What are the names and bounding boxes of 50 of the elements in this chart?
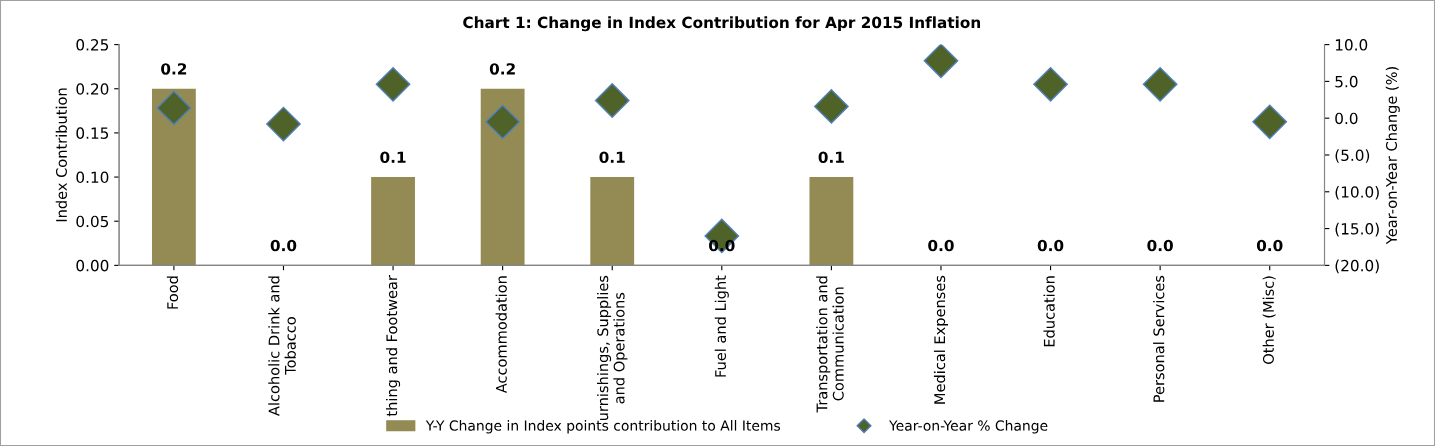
data-label: 0.0 [1147,239,1173,252]
y-tick-label: 0.15 [76,127,109,139]
x-tick-label: thing and Footwear [386,275,401,417]
point [813,89,849,124]
point [375,66,411,102]
point [266,106,301,142]
y-tick-label: 0.05 [76,215,109,228]
x-tick-label: Personal Services [1153,275,1165,402]
data-label: 0.0 [1037,239,1064,252]
data-label: 0.1 [380,151,406,163]
y2-tick-label: (20.0) [1335,259,1379,274]
y2-axis-title: Year-on-Year Change (%) [1385,67,1400,245]
point [485,104,521,140]
data-label: 0.2 [489,63,515,75]
data-label: 0.1 [818,151,844,163]
point [594,83,630,118]
legend-label: Y-Y Change in Index points contribution to All Items [425,420,781,434]
y2-tick-label: (5.0) [1335,149,1370,163]
data-label: 0.0 [270,239,297,252]
x-tick-label: urnishings, Supplies and Operations [597,275,628,421]
x-tick-label: Education [1043,276,1055,347]
y-tick-label: 0.10 [76,171,109,184]
y-tick-label: 0.00 [76,259,109,272]
point [1142,66,1178,102]
x-tick-label: Accommodation [495,276,507,394]
point [923,44,959,79]
y-axis-title: Index Contribution [55,88,67,222]
chart-title: Chart 1: Change in Index Contribution for Apr 2015 Inflation [463,16,981,32]
y-tick-label: 0.20 [76,83,109,95]
x-tick-label: Other (Misc) [1262,276,1276,364]
legend-label: Year-on-Year % Change [889,420,1048,434]
y2-tick-label: 0.0 [1335,112,1358,125]
y2-tick-label: 5.0 [1335,75,1358,88]
y2-tick-label: (15.0) [1335,222,1379,237]
data-label: 0.1 [599,151,625,163]
y2-tick-label: 10.0 [1335,39,1368,51]
point [1033,66,1068,102]
y-tick-label: 0.25 [76,39,109,51]
x-tick-label: Medical Expenses [933,275,949,404]
point [156,90,192,126]
data-label: 0.2 [161,63,187,75]
x-tick-label: Fuel and Light [714,275,729,377]
y2-tick-label: (10.0) [1335,185,1379,200]
data-label: 0.0 [709,239,735,252]
point [1252,104,1288,140]
data-label: 0.0 [1256,239,1283,252]
x-tick-label: Food [166,276,179,309]
x-tick-label: Transportation and Communication [816,276,844,413]
x-tick-label: Alcoholic Drink and Tobacco [268,276,296,416]
data-label: 0.0 [928,239,954,252]
